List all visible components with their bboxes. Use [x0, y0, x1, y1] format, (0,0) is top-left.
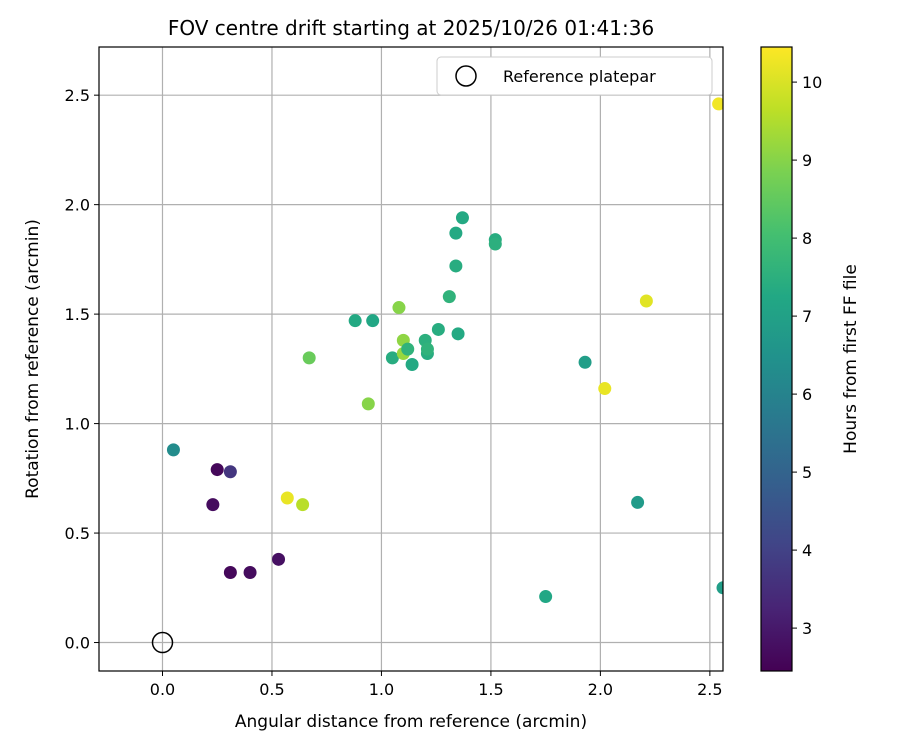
x-tick-label: 1.0: [369, 680, 394, 699]
legend-marker: [455, 65, 477, 87]
data-point: [712, 97, 723, 111]
data-point: [405, 357, 419, 371]
chart-title: FOV centre drift starting at 2025/10/26 …: [168, 16, 654, 40]
colorbar-tick-label: 8: [802, 229, 812, 248]
data-point: [431, 322, 445, 336]
data-point: [243, 565, 257, 579]
data-point: [578, 355, 592, 369]
data-point: [401, 342, 415, 356]
colorbar-tick-label: 5: [802, 463, 812, 482]
data-point: [296, 498, 310, 512]
data-point: [420, 342, 434, 356]
colorbar-gradient: [761, 47, 792, 671]
colorbar-tick-label: 3: [802, 619, 812, 638]
data-point: [639, 294, 653, 308]
data-points: [151, 97, 723, 654]
colorbar-tick-label: 9: [802, 151, 812, 170]
x-tick-label: 1.5: [478, 680, 503, 699]
data-point: [716, 581, 723, 595]
data-point: [206, 498, 220, 512]
y-tick-label: 0.0: [65, 634, 90, 653]
grid: [99, 47, 723, 671]
data-point: [451, 327, 465, 341]
y-tick-label: 0.5: [65, 524, 90, 543]
data-point: [223, 465, 237, 479]
data-point: [302, 351, 316, 365]
x-tick-label: 0.0: [150, 680, 175, 699]
data-point: [488, 237, 502, 251]
data-point: [392, 301, 406, 315]
data-point: [631, 495, 645, 509]
colorbar-tick-label: 10: [802, 73, 822, 92]
data-point: [361, 397, 375, 411]
colorbar: 3 4 5 6 7 8 9 10 Hours from first FF file: [760, 46, 861, 672]
legend-box: [436, 56, 713, 96]
data-point: [166, 443, 180, 457]
x-axis-label: Angular distance from reference (arcmin): [235, 712, 587, 732]
colorbar-ticks: 3 4 5 6 7 8 9 10: [792, 73, 822, 638]
reference-point-marker: [151, 631, 174, 654]
data-point: [539, 590, 553, 604]
y-axis-label: Rotation from reference (arcmin): [23, 219, 43, 499]
colorbar-tick-label: 4: [802, 541, 812, 560]
y-tick-label: 1.0: [65, 415, 90, 434]
data-point: [598, 382, 612, 396]
y-tick-label: 1.5: [65, 305, 90, 324]
colorbar-tick-label: 7: [802, 307, 812, 326]
y-tick-label: 2.5: [65, 86, 90, 105]
colorbar-label: Hours from first FF file: [841, 264, 861, 454]
data-point: [366, 314, 380, 328]
data-point: [348, 314, 362, 328]
data-point: [442, 290, 456, 304]
legend-entry-reference: Reference platepar: [503, 67, 656, 86]
y-tick-label: 2.0: [65, 196, 90, 215]
legend: Reference platepar: [436, 56, 713, 96]
x-axis-ticks: 0.0 0.5 1.0 1.5 2.0 2.5: [150, 671, 723, 699]
data-point: [210, 463, 224, 477]
data-point: [455, 211, 469, 225]
x-tick-label: 0.5: [259, 680, 284, 699]
data-point: [449, 259, 463, 273]
x-tick-label: 2.0: [588, 680, 613, 699]
data-point: [272, 552, 286, 566]
plot-frame: [98, 46, 724, 672]
data-point: [223, 565, 237, 579]
data-point: [385, 351, 399, 365]
x-tick-label: 2.5: [697, 680, 722, 699]
data-point: [449, 226, 463, 240]
colorbar-tick-label: 6: [802, 385, 812, 404]
data-point: [280, 491, 294, 505]
colorbar-frame: [760, 46, 793, 672]
y-axis-ticks: 0.0 0.5 1.0 1.5 2.0 2.5: [65, 86, 99, 653]
